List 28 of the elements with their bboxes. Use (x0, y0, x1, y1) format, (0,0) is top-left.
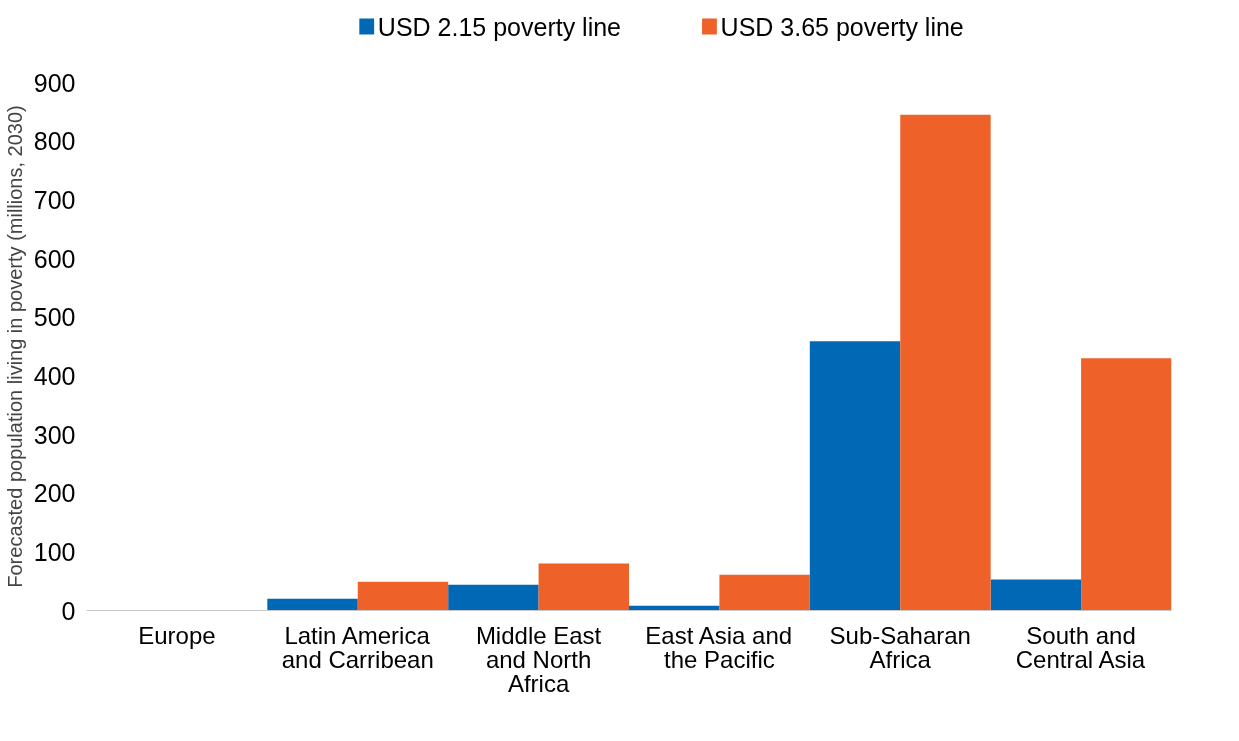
bar (719, 574, 810, 611)
bar (990, 579, 1082, 611)
bar (357, 581, 449, 611)
y-tick-label: 300 (33, 420, 76, 449)
bar (809, 341, 901, 611)
y-tick-label: 900 (33, 68, 76, 97)
y-tick-label: 200 (33, 479, 76, 508)
y-tick-label: 0 (61, 596, 76, 625)
legend-label: USD 3.65 poverty line (720, 12, 964, 41)
x-tick-label: Latin America and Carribean (281, 621, 434, 673)
bar (448, 584, 539, 611)
y-axis-title: Forecasted population living in poverty (millions, 2030) (3, 105, 26, 588)
y-tick-label: 400 (33, 361, 76, 390)
y-tick-label: 100 (33, 537, 76, 566)
x-tick-label: East Asia and the Pacific (645, 621, 793, 673)
y-tick-label: 600 (33, 244, 76, 273)
bar (267, 598, 358, 611)
x-tick-label: Sub-Saharan Africa (829, 621, 971, 673)
x-tick-label: Middle East and North Africa (475, 621, 602, 698)
bar (1081, 358, 1172, 611)
y-tick-label: 700 (33, 185, 76, 214)
y-tick-label: 500 (33, 303, 76, 332)
x-tick-label: South and Central Asia (1015, 621, 1146, 673)
y-tick-label: 800 (33, 127, 76, 156)
bar (900, 114, 991, 611)
legend-label: USD 2.15 poverty line (377, 12, 622, 41)
bar (538, 563, 629, 611)
x-tick-label: Europe (138, 621, 216, 649)
